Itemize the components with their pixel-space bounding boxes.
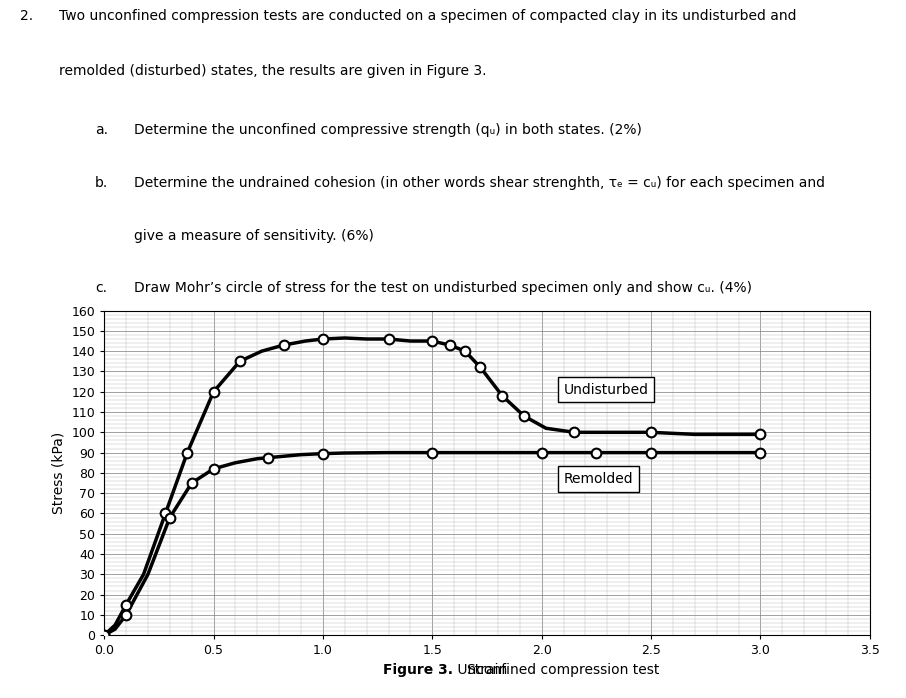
Text: Determine the unconfined compressive strength (qᵤ) in both states. (2%): Determine the unconfined compressive str… xyxy=(134,123,642,137)
Text: Remolded: Remolded xyxy=(564,472,633,486)
Text: b.: b. xyxy=(95,176,109,190)
Text: Undisturbed: Undisturbed xyxy=(564,383,649,396)
Text: Two unconfined compression tests are conducted on a specimen of compacted clay i: Two unconfined compression tests are con… xyxy=(59,9,796,23)
Y-axis label: Stress (kPa): Stress (kPa) xyxy=(52,432,66,514)
Text: Unconfined compression test: Unconfined compression test xyxy=(453,663,660,677)
Text: Determine the undrained cohesion (in other words shear strenghth, τₑ = cᵤ) for e: Determine the undrained cohesion (in oth… xyxy=(134,176,825,190)
Text: Draw Mohr’s circle of stress for the test on undisturbed specimen only and show : Draw Mohr’s circle of stress for the tes… xyxy=(134,281,752,295)
Text: remolded (disturbed) states, the results are given in Figure 3.: remolded (disturbed) states, the results… xyxy=(59,64,487,78)
Text: c.: c. xyxy=(95,281,107,295)
Text: a.: a. xyxy=(95,123,108,137)
X-axis label: Strain: Strain xyxy=(467,663,507,677)
Text: Figure 3.: Figure 3. xyxy=(383,663,453,677)
Text: 2.: 2. xyxy=(20,9,33,23)
Text: give a measure of sensitivity. (6%): give a measure of sensitivity. (6%) xyxy=(134,229,374,243)
